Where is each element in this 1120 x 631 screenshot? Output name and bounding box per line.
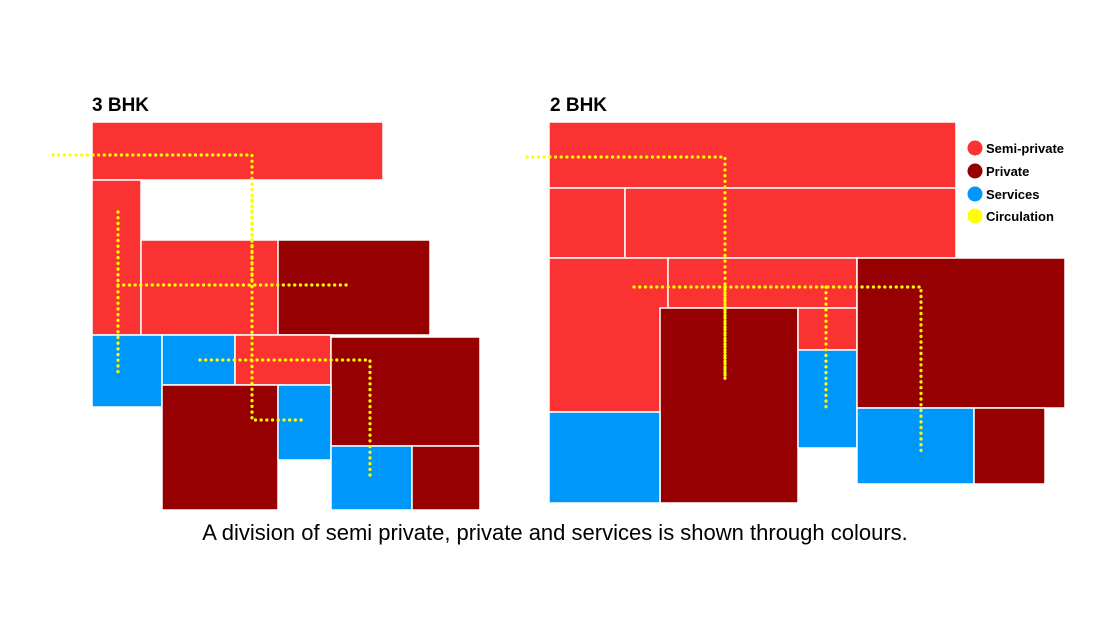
room-private-2bhk: [659, 307, 799, 504]
room-semi-private-2bhk: [548, 121, 957, 189]
plan-3bhk: 3 BHK: [51, 95, 481, 511]
room-private-2bhk: [973, 407, 1046, 485]
room-private-3bhk: [330, 336, 481, 447]
room-semi-private-3bhk: [140, 239, 280, 336]
legend-swatch-private: [967, 163, 983, 179]
room-semi-private-3bhk: [234, 334, 332, 386]
room-private-3bhk: [411, 445, 481, 511]
circulation-path-3bhk: [198, 358, 372, 482]
room-services-3bhk: [91, 334, 163, 408]
circulation-3bhk: [51, 153, 372, 482]
circulation-path-2bhk: [632, 285, 923, 457]
rooms-2bhk: [548, 121, 1066, 504]
circulation-2bhk: [525, 155, 923, 457]
circulation-path-3bhk: [51, 153, 306, 422]
legend-label-circulation: Circulation: [986, 209, 1054, 224]
room-services-2bhk: [548, 411, 661, 504]
plan-title-3bhk: 3 BHK: [92, 95, 149, 116]
room-semi-private-2bhk: [548, 187, 626, 259]
rooms-3bhk: [91, 121, 481, 511]
legend-label-private: Private: [986, 164, 1029, 179]
room-services-3bhk: [330, 445, 413, 511]
room-semi-private-2bhk: [548, 257, 669, 413]
legend-label-semi-private: Semi-private: [986, 141, 1064, 156]
plan-title-2bhk: 2 BHK: [550, 95, 607, 116]
plan-2bhk: 2 BHK: [525, 95, 1066, 504]
room-private-3bhk: [161, 384, 279, 511]
room-services-2bhk: [797, 349, 858, 449]
room-semi-private-2bhk: [624, 187, 957, 259]
room-private-3bhk: [277, 239, 431, 336]
legend-swatch-services: [967, 186, 983, 202]
room-semi-private-2bhk: [667, 257, 858, 309]
room-private-2bhk: [856, 257, 1066, 409]
room-services-2bhk: [856, 407, 975, 485]
legend-label-services: Services: [986, 187, 1040, 202]
legend: Semi-private Private Services Circulatio…: [967, 140, 1064, 224]
caption: A division of semi private, private and …: [202, 520, 908, 545]
room-semi-private-3bhk: [91, 121, 384, 181]
legend-swatch-semi-private: [967, 140, 983, 156]
room-services-3bhk: [277, 384, 332, 461]
legend-swatch-circulation: [967, 208, 983, 224]
